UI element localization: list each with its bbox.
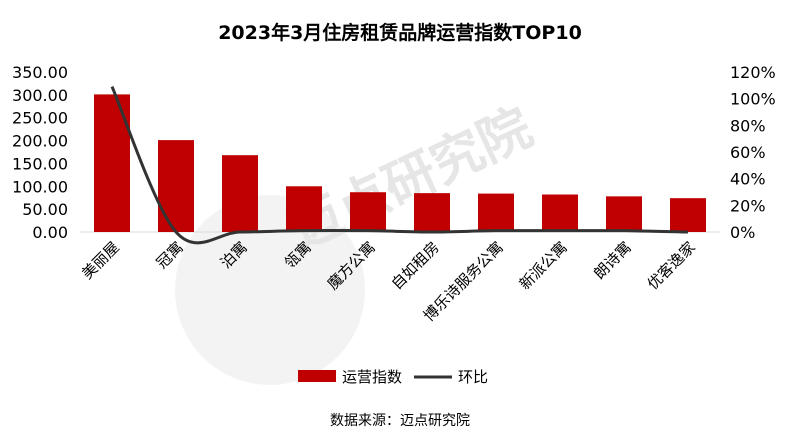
right-axis-tick: 0% <box>730 223 755 242</box>
bar <box>414 193 450 232</box>
right-axis-tick: 100% <box>730 90 776 109</box>
right-axis-tick: 20% <box>730 196 766 215</box>
right-axis-tick: 40% <box>730 170 766 189</box>
bar <box>542 194 578 232</box>
category-label: 美丽屋 <box>78 238 123 283</box>
left-axis-tick: 350.00 <box>12 63 68 82</box>
category-label: 新派公寓 <box>516 238 571 293</box>
right-axis-tick: 120% <box>730 63 776 82</box>
bar <box>222 155 258 232</box>
source-note: 数据来源：迈点研究院 <box>330 413 470 429</box>
bar <box>670 198 706 232</box>
left-axis-tick: 100.00 <box>12 177 68 196</box>
bar <box>350 192 386 232</box>
watermark-logo <box>175 195 365 385</box>
bar <box>286 186 322 232</box>
left-axis-tick: 300.00 <box>12 86 68 105</box>
left-axis-tick: 0.00 <box>32 223 68 242</box>
left-axis-tick: 150.00 <box>12 154 68 173</box>
category-label: 朗诗寓 <box>590 238 635 283</box>
chart-title: 2023年3月住房租赁品牌运营指数TOP10 <box>218 22 582 44</box>
legend-line-label: 环比 <box>458 368 488 386</box>
bar <box>606 196 642 232</box>
bar <box>158 140 194 232</box>
bar <box>478 193 514 232</box>
legend-bar-swatch <box>298 370 336 382</box>
watermark-text: 迈点研究院 <box>280 98 541 262</box>
right-axis-tick: 60% <box>730 143 766 162</box>
left-axis-tick: 250.00 <box>12 109 68 128</box>
right-axis-tick: 80% <box>730 116 766 135</box>
legend-bar-label: 运营指数 <box>342 368 402 386</box>
category-label: 优客逸家 <box>644 238 699 293</box>
category-label: 自如租房 <box>388 238 443 293</box>
left-axis-tick: 50.00 <box>22 200 68 219</box>
left-axis-tick: 200.00 <box>12 132 68 151</box>
line-series-huanbi <box>110 86 689 245</box>
